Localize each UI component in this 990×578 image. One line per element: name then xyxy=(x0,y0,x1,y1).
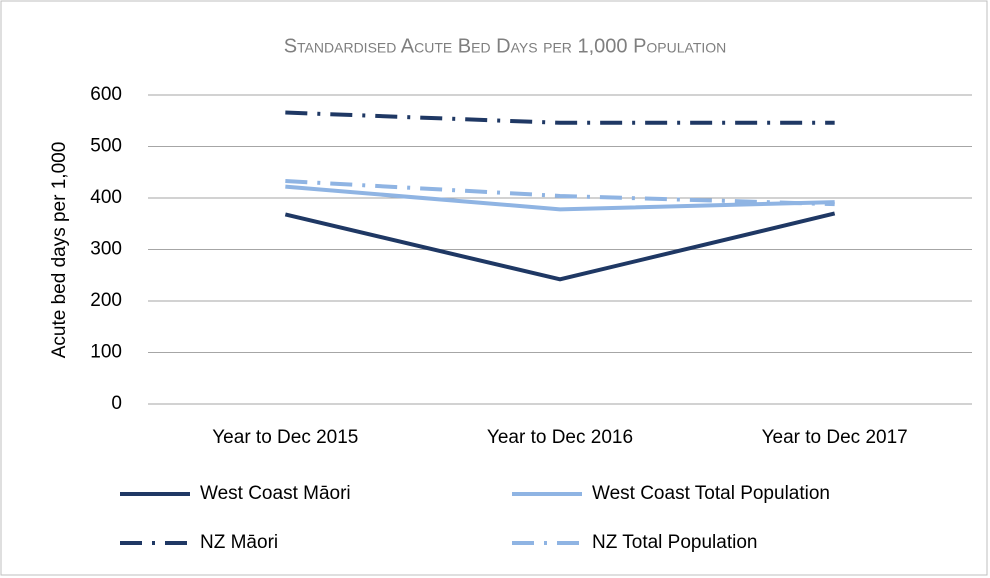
y-tick-label: 400 xyxy=(90,187,122,208)
y-tick-label: 500 xyxy=(90,136,122,157)
legend-label: NZ Māori xyxy=(200,532,278,553)
legend-label: West Coast Māori xyxy=(200,483,351,504)
y-axis-label: Acute bed days per 1,000 xyxy=(49,142,70,359)
legend-label: NZ Total Population xyxy=(592,532,757,553)
y-tick-label: 200 xyxy=(90,290,122,311)
series-line xyxy=(285,110,835,125)
y-tick-label: 300 xyxy=(90,239,122,260)
y-tick-label: 100 xyxy=(90,342,122,363)
series-line xyxy=(285,179,835,207)
series-line xyxy=(285,184,835,212)
y-tick-label: 600 xyxy=(90,84,122,105)
legend-label: West Coast Total Population xyxy=(592,483,830,504)
chart-title: Standardised Acute Bed Days per 1,000 Po… xyxy=(284,35,727,57)
series-line xyxy=(284,211,836,282)
y-tick-label: 0 xyxy=(111,393,122,414)
x-tick-label: Year to Dec 2017 xyxy=(762,427,908,448)
x-tick-label: Year to Dec 2016 xyxy=(487,427,633,448)
x-tick-label: Year to Dec 2015 xyxy=(212,427,358,448)
